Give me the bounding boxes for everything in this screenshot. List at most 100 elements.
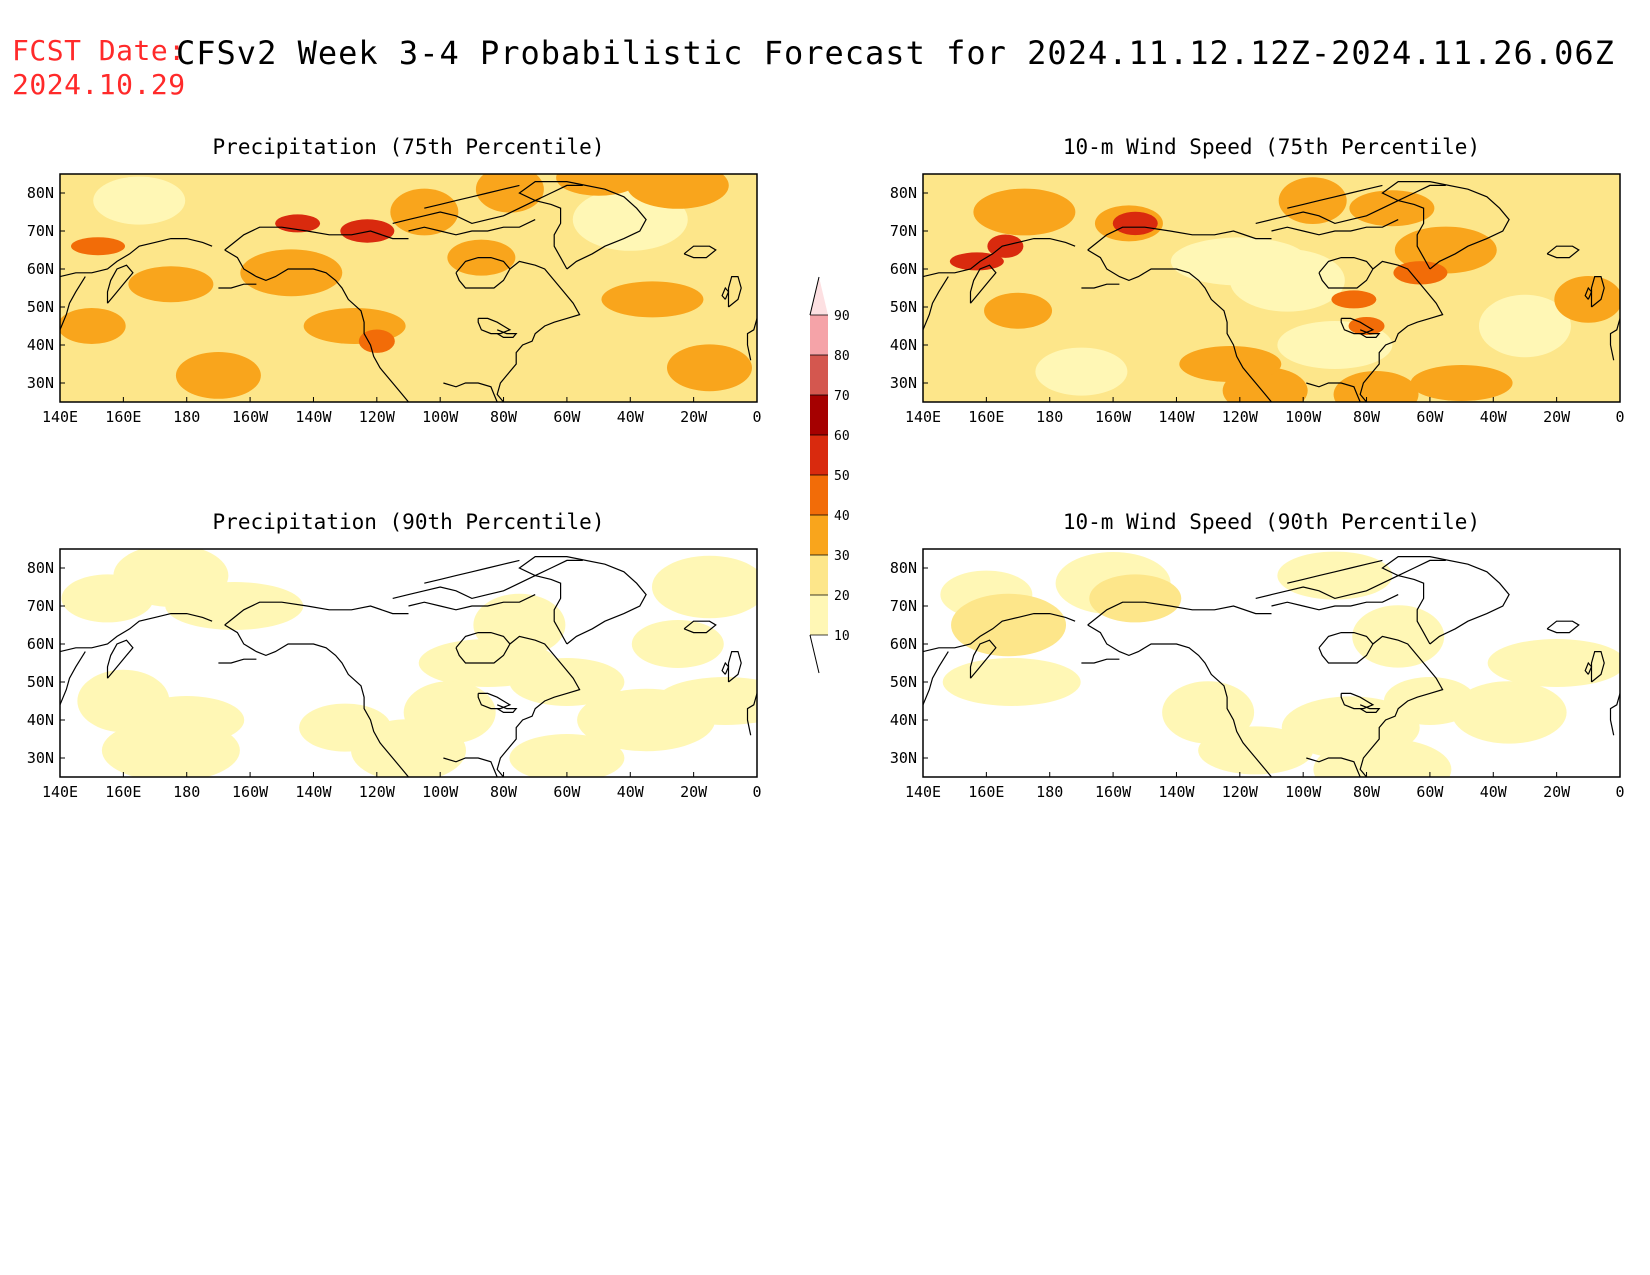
y-tick-label: 50N [27,673,54,691]
panel-title: 10-m Wind Speed (75th Percentile) [1063,135,1480,159]
y-tick-label: 30N [890,374,917,392]
coastline [496,329,518,338]
coastline [1255,559,1446,600]
shaded-field [923,174,1620,402]
coastline [1381,556,1510,645]
probability-patch [987,234,1024,258]
map-panel-1: Precipitation (75th Percentile) 140E 160E 1… [27,135,762,426]
x-tick-label: 60W [553,783,581,801]
coastline [224,624,409,777]
y-tick-label: 60N [890,635,917,653]
colorbar-bottom-arrow [810,635,828,673]
colorbar-label: 30 [834,549,850,564]
probability-patch [1331,290,1377,309]
x-tick-label: 40W [1480,783,1508,801]
coastline [1340,317,1375,335]
y-tick-label: 80N [27,184,54,202]
x-tick-label: 160W [232,783,269,801]
probability-patch [358,329,395,353]
coastline [1359,260,1444,402]
x-tick-label: 160W [1095,408,1132,426]
probability-patch [1170,237,1309,286]
x-tick-label: 180 [1036,408,1063,426]
probability-patch [984,292,1053,329]
probability-patch [1313,738,1452,777]
coastline [455,257,511,289]
probability-patch [509,734,625,777]
x-tick-label: 160E [105,408,141,426]
colorbar-label: 70 [834,389,850,404]
shaded-field [60,549,757,777]
colorbar-label: 10 [834,629,850,644]
colorbar: 90 80 70 60 50 40 30 20 10 [809,276,850,674]
coastline [408,594,536,611]
coastline [969,639,997,679]
y-tick-label: 80N [890,559,917,577]
coastline [518,181,647,270]
coastline [1609,693,1620,736]
probability-patch [1487,639,1620,687]
colorbar-edge [809,634,820,674]
x-tick-label: 100W [422,408,459,426]
coastline [218,658,257,664]
probability-patch [666,344,752,392]
x-tick-label: 40W [617,783,645,801]
probability-patch [626,174,729,209]
coastline [727,276,742,308]
coastline [424,184,520,209]
colorbar-edge [809,276,820,316]
probability-patch [175,352,261,399]
map-panel-4: 10-m Wind Speed (90th Percentile) 140E 160… [890,510,1625,801]
coastline [1381,181,1510,270]
coastline [224,601,409,626]
coastline [923,276,949,331]
x-tick-label: 100W [422,783,459,801]
colorbar-label: 50 [834,469,850,484]
probability-patch [556,174,642,196]
probability-patch [101,719,240,777]
y-tick-label: 40N [27,336,54,354]
colorbar-label: 20 [834,589,850,604]
y-tick-label: 50N [27,298,54,316]
colorbar-label: 60 [834,429,850,444]
x-tick-label: 0 [1615,408,1624,426]
coastline [1087,226,1272,251]
coastline [1340,692,1375,710]
map-panel-3: Precipitation (90th Percentile) 140E 160E 1… [27,510,762,801]
probability-patch [403,681,496,744]
x-tick-label: 140W [1158,783,1195,801]
coastline [1271,594,1399,611]
shaded-field [60,174,757,402]
x-tick-label: 0 [752,408,761,426]
coastline [969,264,997,304]
x-tick-label: 60W [1416,408,1444,426]
coastline [1590,276,1605,308]
coastline [1087,624,1272,777]
panel-title: Precipitation (75th Percentile) [213,135,605,159]
colorbar-segment [810,555,828,595]
x-tick-label: 180 [1036,783,1063,801]
colorbar-segment [810,475,828,515]
y-tick-label: 30N [27,749,54,767]
probability-patch [651,555,757,619]
coastline [496,635,581,777]
probability-patch [240,249,343,297]
probability-patch [1277,551,1393,600]
probability-patch [1112,211,1158,236]
y-tick-label: 60N [27,260,54,278]
y-tick-label: 40N [27,711,54,729]
coastlines [923,181,1620,402]
probability-patch [951,593,1067,657]
coastline [443,757,498,777]
probability-patch [1478,294,1571,358]
probability-patch [473,593,566,657]
coastline [1271,219,1399,236]
map-panel-2: 10-m Wind Speed (75th Percentile) 140E 160… [890,135,1625,426]
probability-patch [390,188,459,236]
colorbar-label: 90 [834,309,850,324]
coastline [1318,257,1374,289]
probability-patch [973,188,1076,236]
coastline [477,317,512,335]
colorbar-segment [810,395,828,435]
panel-title: 10-m Wind Speed (90th Percentile) [1063,510,1480,534]
